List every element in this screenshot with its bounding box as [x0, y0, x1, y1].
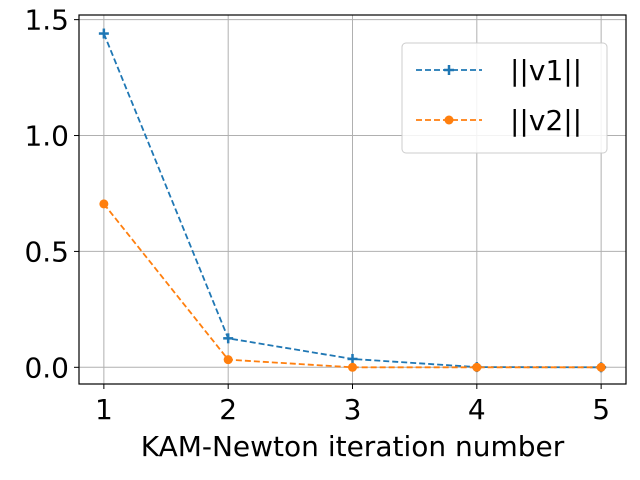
series-1-point: [223, 333, 234, 344]
legend: ||v1|| ||v2||: [401, 42, 608, 154]
series-2-point: [596, 362, 606, 372]
x-tick-label: 1: [95, 393, 113, 426]
legend-marker-1: [444, 65, 454, 75]
series-line-2: [103, 203, 602, 369]
series-2-point: [472, 362, 482, 372]
x-axis-label: KAM-Newton iteration number: [141, 430, 565, 463]
series-2-point: [348, 362, 357, 372]
series-2-point: [223, 355, 233, 365]
legend-label-2: ||v2||: [510, 104, 582, 137]
y-tick-label: 0.5: [24, 235, 69, 268]
y-tick-label: 1.5: [24, 4, 69, 37]
x-tick-label: 5: [592, 393, 610, 426]
series-2-point: [99, 199, 109, 209]
legend-marker-2: [444, 115, 454, 125]
series-1-point: [98, 28, 109, 39]
series-layer: [98, 28, 607, 373]
x-tick-label: 4: [468, 393, 486, 426]
legend-label-1: ||v1||: [510, 54, 582, 87]
axis-ticks: 1 2 3 4 5 0.0 0.5 1.0 1.5: [24, 4, 610, 426]
y-tick-label: 1.0: [24, 120, 69, 153]
series-1-point: [347, 353, 358, 364]
y-tick-label: 0.0: [24, 351, 69, 384]
x-tick-label: 3: [344, 393, 362, 426]
x-tick-label: 2: [219, 393, 237, 426]
